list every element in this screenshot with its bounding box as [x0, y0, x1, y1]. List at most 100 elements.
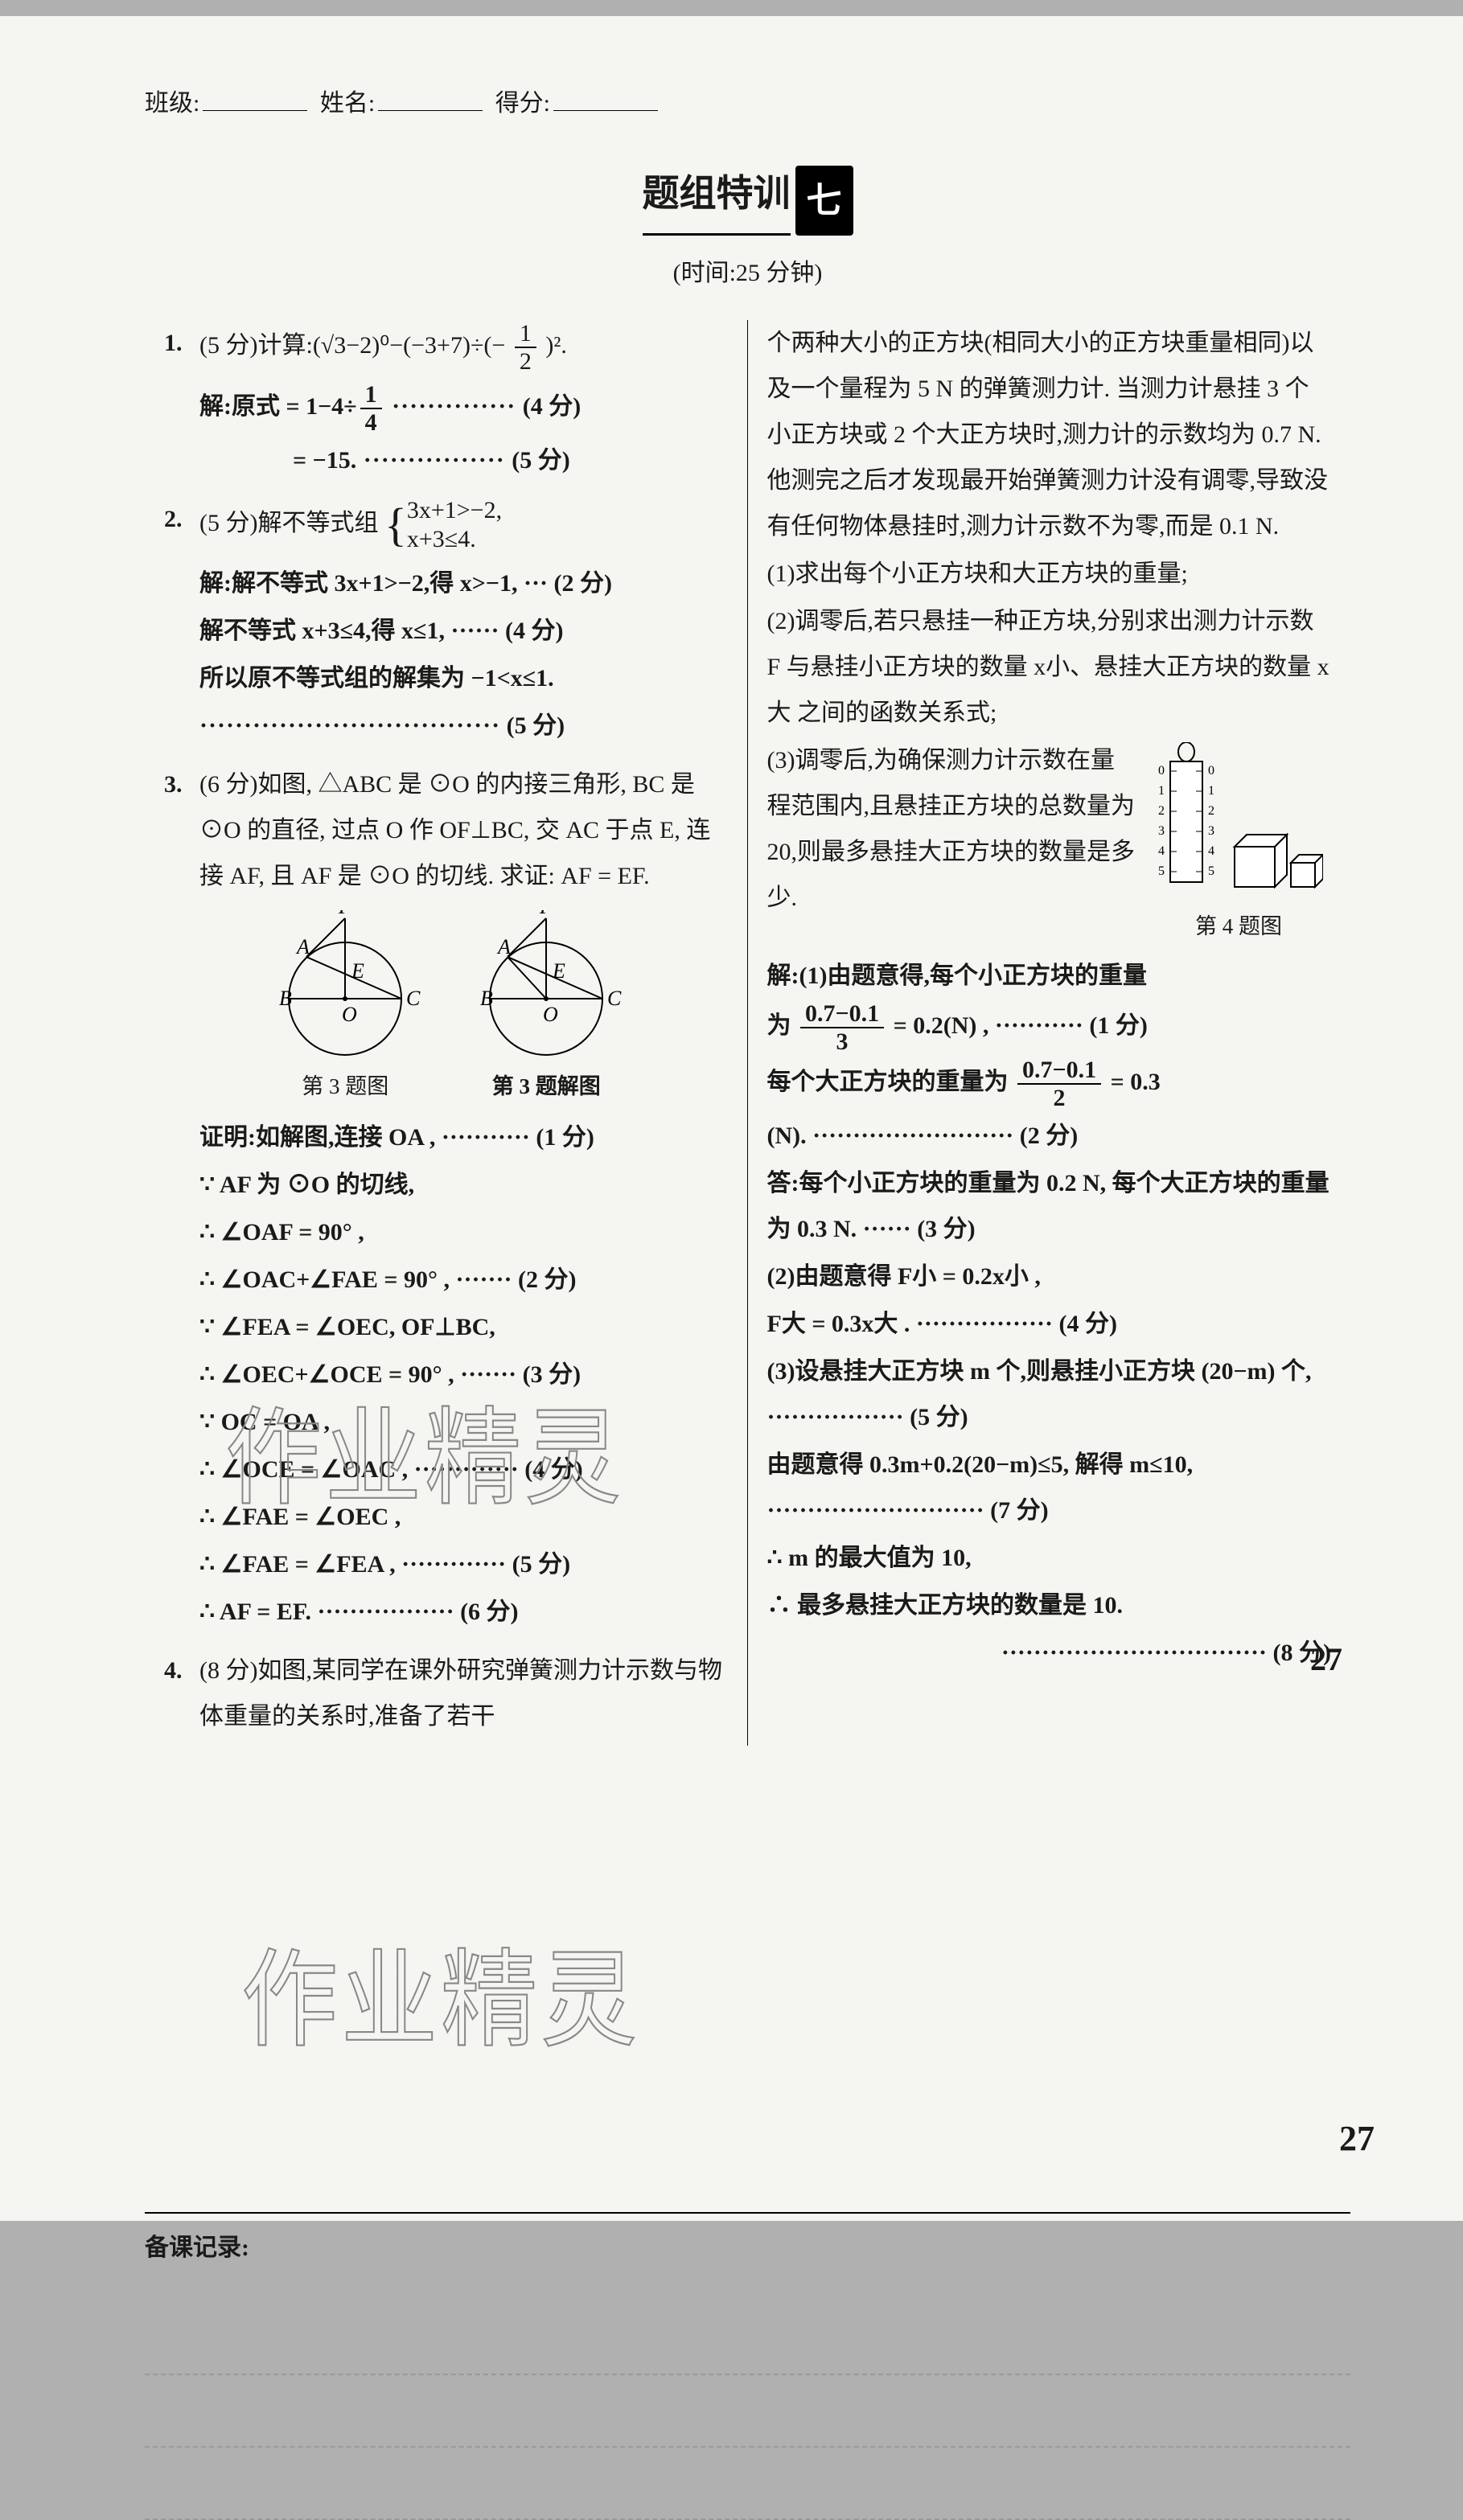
- svg-text:4: 4: [1158, 844, 1165, 858]
- score-label: 得分:: [495, 90, 550, 117]
- q4-s2a: 每个大正方块的重量为 0.7−0.12 = 0.3: [767, 1057, 1332, 1111]
- notes-label: 备课记录:: [145, 2225, 1350, 2271]
- svg-text:A: A: [295, 935, 310, 958]
- svg-text:B: B: [480, 987, 493, 1010]
- svg-text:O: O: [342, 1003, 357, 1026]
- q4-s8: ∴ m 的最大值为 10,: [767, 1535, 1332, 1581]
- svg-text:E: E: [552, 959, 565, 983]
- q3-pts: (6 分): [199, 771, 257, 798]
- q3-fig2: F A E B C O 第 3 题解图: [466, 910, 627, 1107]
- q3-p9: ∴ ∠FAE = ∠FEA , ············· (5 分): [164, 1541, 728, 1587]
- q2-body: (5 分)解不等式组 {3x+1>−2,x+3≤4.: [199, 496, 728, 554]
- q3-body: (6 分)如图, △ABC 是 ⊙O 的内接三角形, BC 是 ⊙O 的直径, …: [199, 761, 728, 899]
- svg-text:F: F: [539, 910, 553, 918]
- q4-s2b: (N). ························· (2 分): [767, 1113, 1332, 1159]
- q1-stem2: )².: [540, 332, 567, 359]
- page: 班级: 姓名: 得分: 题组特训七 (时间:25 分钟) 1. (5 分)计算:…: [0, 16, 1463, 2221]
- q3-p4: ∵ ∠FEA = ∠OEC, OF⊥BC,: [164, 1304, 728, 1350]
- svg-text:3: 3: [1158, 824, 1165, 838]
- q2-pts: (5 分): [199, 510, 257, 536]
- right-column: 个两种大小的正方块(相同大小的正方块重量相同)以及一个量程为 5 N 的弹簧测力…: [748, 320, 1351, 1745]
- header-line: 班级: 姓名: 得分:: [145, 80, 1350, 126]
- note-line[interactable]: [145, 2303, 1350, 2375]
- svg-text:5: 5: [1158, 864, 1165, 878]
- q1-stem: 计算:(√3−2)⁰−(−3+7)÷(−: [257, 332, 511, 359]
- svg-text:C: C: [607, 987, 622, 1010]
- svg-text:1: 1: [1158, 784, 1165, 798]
- q4-s5: F大 = 0.3x大 . ················· (4 分): [767, 1301, 1332, 1347]
- columns: 1. (5 分)计算:(√3−2)⁰−(−3+7)÷(− 12 )². 解:原式…: [145, 320, 1350, 1745]
- q3-p0: 证明:如解图,连接 OA , ··········· (1 分): [164, 1114, 728, 1160]
- svg-text:3: 3: [1208, 824, 1214, 838]
- q3-cap1: 第 3 题图: [265, 1066, 425, 1107]
- svg-text:1: 1: [1208, 784, 1214, 798]
- divider: [145, 2212, 1350, 2214]
- q4-s9b: ································· (8 分): [767, 1630, 1332, 1676]
- q4-pts: (8 分): [199, 1657, 257, 1684]
- q3-p10: ∴ AF = EF. ················· (6 分): [164, 1589, 728, 1635]
- spring-scale-icon: 0 1 2 3 4 5 0 1 2 3 4 5: [1146, 742, 1323, 903]
- name-label: 姓名:: [320, 90, 375, 117]
- q2-l2: 解不等式 x+3≤4,得 x≤1, ······ (4 分): [164, 608, 728, 654]
- q4-num: 4.: [164, 1648, 199, 1739]
- q4-sub1: (1)求出每个小正方块和大正方块的重量;: [767, 551, 1332, 597]
- q4-s1a: 解:(1)由题意得,每个小正方块的重量: [767, 953, 1332, 999]
- watermark: 作业精灵: [241, 1900, 640, 2102]
- svg-text:B: B: [279, 987, 292, 1010]
- class-blank[interactable]: [203, 92, 307, 111]
- q3-p6: ∵ OC = OA ,: [164, 1399, 728, 1445]
- title-wrap: 题组特训七: [145, 158, 1350, 236]
- svg-text:5: 5: [1208, 864, 1214, 878]
- score-blank[interactable]: [553, 92, 658, 111]
- svg-text:4: 4: [1208, 844, 1214, 858]
- q1-pts: (5 分): [199, 332, 257, 359]
- page-number-outer: 27: [1339, 2105, 1375, 2173]
- q2-l3: 所以原不等式组的解集为 −1<x≤1.: [164, 655, 728, 701]
- q4-s9: ∴ 最多悬挂大正方块的数量是 10.: [767, 1582, 1332, 1628]
- q4-stem-l: 如图,某同学在课外研究弹簧测力计示数与物体重量的关系时,准备了若干: [199, 1657, 722, 1730]
- q3: 3. (6 分)如图, △ABC 是 ⊙O 的内接三角形, BC 是 ⊙O 的直…: [164, 761, 728, 899]
- circle-icon: F A E B C O: [466, 910, 627, 1063]
- svg-text:2: 2: [1158, 804, 1165, 818]
- q4-sub2: (2)调零后,若只悬挂一种正方块,分别求出测力计示数 F 与悬挂小正方块的数量 …: [767, 598, 1332, 736]
- q3-figures: F A E B C O 第 3 题图: [164, 910, 728, 1107]
- svg-text:F: F: [338, 910, 352, 918]
- svg-text:C: C: [406, 987, 421, 1010]
- q3-p3: ∴ ∠OAC+∠FAE = 90° , ······· (2 分): [164, 1257, 728, 1303]
- svg-text:2: 2: [1208, 804, 1214, 818]
- q2-num: 2.: [164, 496, 199, 554]
- svg-text:0: 0: [1208, 764, 1214, 778]
- q3-num: 3.: [164, 761, 199, 899]
- q4-figure: 0 1 2 3 4 5 0 1 2 3 4 5 第 4 题: [1146, 742, 1331, 947]
- class-label: 班级:: [145, 90, 199, 117]
- q1-sol2: = −15. ················ (5 分): [164, 437, 728, 483]
- q4-s6: (3)设悬挂大正方块 m 个,则悬挂小正方块 (20−m) 个, ·······…: [767, 1348, 1332, 1440]
- q1: 1. (5 分)计算:(√3−2)⁰−(−3+7)÷(− 12 )².: [164, 320, 728, 375]
- q3-stem: 如图, △ABC 是 ⊙O 的内接三角形, BC 是 ⊙O 的直径, 过点 O …: [199, 771, 710, 889]
- name-blank[interactable]: [378, 92, 483, 111]
- q1-sol1: 解:原式 = 1−4÷14 ·············· (4 分): [164, 381, 728, 436]
- left-column: 1. (5 分)计算:(√3−2)⁰−(−3+7)÷(− 12 )². 解:原式…: [145, 320, 748, 1745]
- q3-p8: ∴ ∠FAE = ∠OEC ,: [164, 1494, 728, 1540]
- q1-frac: 12: [515, 320, 536, 375]
- svg-text:0: 0: [1158, 764, 1165, 778]
- q4-body-left: (8 分)如图,某同学在课外研究弹簧测力计示数与物体重量的关系时,准备了若干: [199, 1648, 728, 1739]
- note-line[interactable]: [145, 2375, 1350, 2448]
- svg-text:O: O: [543, 1003, 558, 1026]
- svg-text:A: A: [496, 935, 511, 958]
- q4-s4: (2)由题意得 F小 = 0.2x小 ,: [767, 1254, 1332, 1299]
- q1-body: (5 分)计算:(√3−2)⁰−(−3+7)÷(− 12 )².: [199, 320, 728, 375]
- note-line[interactable]: [145, 2448, 1350, 2520]
- page-number-inner: 27: [1310, 1629, 1342, 1690]
- q4-s3: 答:每个小正方块的重量为 0.2 N, 每个大正方块的重量为 0.3 N. ··…: [767, 1160, 1332, 1252]
- q4-s1b: 为 0.7−0.13 = 0.2(N) , ··········· (1 分): [767, 1000, 1332, 1055]
- q4: 4. (8 分)如图,某同学在课外研究弹簧测力计示数与物体重量的关系时,准备了若…: [164, 1648, 728, 1739]
- q3-p2: ∴ ∠OAF = 90° ,: [164, 1209, 728, 1255]
- q4-stem-r1: 个两种大小的正方块(相同大小的正方块重量相同)以及一个量程为 5 N 的弹簧测力…: [767, 320, 1332, 549]
- q3-p1: ∵ AF 为 ⊙O 的切线,: [164, 1162, 728, 1208]
- note-lines: [145, 2303, 1350, 2520]
- main-title: 题组特训: [643, 158, 791, 236]
- q4-s7: 由题意得 0.3m+0.2(20−m)≤5, 解得 m≤10, ········…: [767, 1442, 1332, 1533]
- q3-p5: ∴ ∠OEC+∠OCE = 90° , ······· (3 分): [164, 1352, 728, 1397]
- q2-stem: 解不等式组: [257, 510, 378, 536]
